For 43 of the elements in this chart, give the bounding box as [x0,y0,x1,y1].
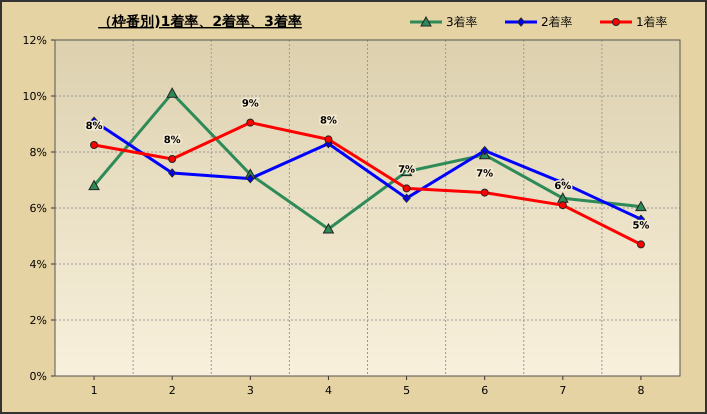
data-label: 7% [398,164,416,176]
x-tick-label: 1 [90,384,98,397]
point [402,184,411,192]
data-label: 5% [632,220,650,232]
y-tick-label: 10% [22,90,47,103]
point [635,201,646,212]
point [246,174,254,184]
x-tick-label: 4 [324,384,332,397]
chart-title: （枠番別)1着率、2着率、3着率 [98,13,302,30]
point [90,141,98,149]
data-label: 8% [164,135,181,146]
x-tick-label: 3 [246,384,254,397]
point [324,135,332,144]
x-tick-label: 2 [168,384,176,397]
x-tick-label: 8 [637,384,644,397]
y-tick-label: 8% [30,146,47,159]
point [168,168,176,178]
point [402,194,411,203]
point [322,224,334,234]
y-tick-label: 2% [30,314,47,327]
point [636,240,645,248]
data-label: 8% [320,115,337,126]
point [166,88,178,98]
point [480,146,489,156]
legend-label: 3着率 [446,15,478,30]
data-label: 7% [476,168,494,180]
point [480,188,489,197]
y-tick-label: 4% [30,258,47,271]
point [88,180,100,190]
y-tick-label: 0% [30,370,47,383]
point [558,201,567,210]
data-label: 9% [242,98,259,110]
y-tick-label: 12% [22,34,47,47]
legend-label: 2着率 [541,15,573,30]
legend-label: 1着率 [636,15,668,30]
x-tick-label: 6 [481,384,488,397]
point [557,192,568,203]
x-tick-label: 7 [559,384,566,397]
y-tick-label: 6% [30,202,47,215]
data-label: 8% [86,121,103,132]
point [168,155,176,163]
point [246,118,254,127]
x-tick-label: 5 [403,384,410,397]
